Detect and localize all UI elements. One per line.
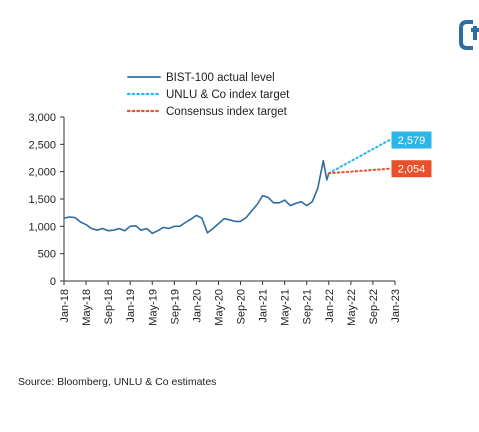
target-callout-box — [391, 131, 432, 149]
x-tick-label: Sep-19 — [169, 289, 181, 324]
x-tick-label: May-19 — [147, 289, 159, 326]
x-tick-label: Sep-22 — [368, 289, 380, 324]
legend-label: UNLU & Co index target — [166, 89, 290, 101]
y-tick-label: 3,000 — [28, 112, 56, 124]
x-tick-label: Sep-18 — [103, 289, 115, 324]
legend-label: BIST-100 actual level — [166, 72, 275, 84]
x-tick-label: Sep-20 — [236, 289, 248, 324]
x-tick-label: Jan-23 — [390, 289, 402, 323]
y-tick-label: 1,500 — [28, 194, 56, 206]
bist-chart: 0 500 1,000 1,500 2,000 2,500 3,000 Jan-18 May-… — [28, 72, 432, 326]
x-tick-label: Jan-21 — [258, 289, 270, 323]
target-callouts: 2,579 2,054 — [391, 131, 432, 178]
x-tick-label: Jan-22 — [324, 289, 336, 323]
target-callout-label: 2,054 — [398, 164, 426, 176]
y-tick-label: 2,500 — [28, 139, 56, 151]
legend-label: Consensus index target — [166, 106, 288, 118]
x-tick-label: Jan-20 — [191, 289, 203, 323]
x-tick-label: May-21 — [280, 289, 292, 326]
y-ticks: 0 500 1,000 1,500 2,000 2,500 3,000 — [28, 112, 64, 288]
x-tick-label: May-22 — [346, 289, 358, 326]
legend: BIST-100 actual level UNLU & Co index tar… — [126, 72, 290, 118]
y-tick-label: 1,000 — [28, 221, 56, 233]
target-callout-box — [391, 160, 432, 178]
x-ticks: Jan-18 May-18 Sep-18 Jan-19 May-19 Sep-19 Jan-… — [59, 281, 402, 326]
brand-logo-fragment — [459, 20, 479, 50]
target-callout-label: 2,579 — [398, 135, 426, 147]
series-lines — [63, 139, 391, 235]
x-tick-label: Jan-18 — [59, 289, 71, 323]
x-tick-label: Sep-21 — [302, 289, 314, 324]
y-tick-label: 500 — [38, 249, 56, 261]
x-tick-label: May-18 — [81, 289, 93, 326]
series-line-1 — [327, 139, 391, 175]
x-tick-label: Jan-19 — [125, 289, 137, 323]
series-line-0 — [63, 159, 330, 235]
x-tick-label: May-20 — [213, 289, 225, 326]
y-tick-label: 0 — [50, 276, 56, 288]
series-line-2 — [327, 167, 391, 175]
y-tick-label: 2,000 — [28, 167, 56, 179]
source-note: Source: Bloomberg, UNLU & Co estimates — [18, 376, 217, 388]
